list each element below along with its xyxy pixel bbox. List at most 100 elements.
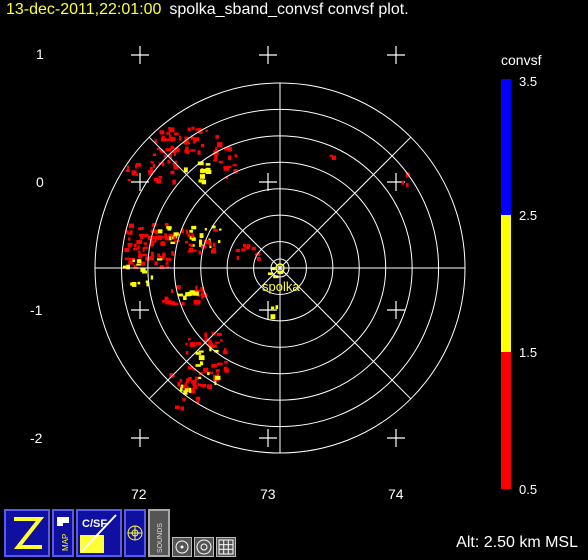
echo-cell <box>205 167 211 173</box>
sounds-button[interactable]: SOUNDS <box>148 509 170 557</box>
echo-cell <box>162 252 166 257</box>
echo-cell <box>207 372 210 376</box>
echo-cell <box>169 134 172 139</box>
echo-cell <box>174 164 179 168</box>
echo-cell <box>187 250 193 253</box>
echo-cell <box>143 246 149 249</box>
echo-cell <box>157 147 161 150</box>
echo-cell <box>167 228 172 231</box>
echo-cell <box>167 159 171 164</box>
echo-cell <box>215 135 220 139</box>
echo-cell <box>188 338 191 341</box>
echo-cell <box>133 264 137 269</box>
echo-cell <box>171 289 173 294</box>
echo-cell <box>216 332 222 337</box>
echo-cell <box>233 169 238 174</box>
grid-button[interactable] <box>216 537 236 557</box>
echo-cell <box>185 378 190 383</box>
echo-cell <box>164 233 167 237</box>
map-icon: MAP <box>57 517 70 551</box>
echo-cell <box>160 137 166 142</box>
echo-cell <box>173 240 180 243</box>
echo-cell <box>170 170 175 175</box>
echo-cell <box>225 176 229 180</box>
echo-cell <box>124 257 131 260</box>
echo-cell <box>187 366 194 370</box>
echo-cell <box>243 244 247 248</box>
echo-cell <box>332 155 336 160</box>
echo-cell <box>179 378 183 383</box>
echo-cell <box>205 129 209 132</box>
echo-cell <box>199 174 205 179</box>
convsf-field-button[interactable]: C/SF <box>76 509 122 557</box>
echo-cell <box>190 135 194 140</box>
echo-cell <box>126 264 130 270</box>
echo-cell <box>180 387 183 392</box>
echo-cell <box>234 154 238 158</box>
echo-cell <box>197 161 204 166</box>
echo-cell <box>214 375 221 380</box>
echo-cell <box>157 253 161 258</box>
echo-cell <box>136 263 141 266</box>
zoom-out-button[interactable] <box>172 537 192 557</box>
radar-site-marker <box>275 263 285 273</box>
echo-cell <box>180 406 184 411</box>
echo-cell <box>166 266 170 269</box>
echo-cell <box>214 349 219 353</box>
echo-cell <box>193 299 200 305</box>
echo-cell <box>160 236 166 239</box>
zebra-logo-button[interactable] <box>4 509 50 557</box>
x-tick-label: 73 <box>260 486 276 502</box>
echo-cell <box>128 223 134 229</box>
echo-cell <box>187 377 192 381</box>
echo-cell <box>157 235 163 241</box>
echo-cell <box>153 177 159 182</box>
echo-cell <box>174 160 177 164</box>
echo-cell <box>197 150 201 155</box>
echo-cell <box>189 290 195 295</box>
echo-cell <box>196 376 202 380</box>
colorbar-tick-label: 1.5 <box>519 345 538 360</box>
echo-cell <box>127 243 133 246</box>
map-button[interactable]: MAP <box>52 509 74 557</box>
echo-cell <box>135 173 138 176</box>
sounds-icon: SOUNDS <box>157 523 164 553</box>
echo-cell <box>208 371 214 374</box>
echo-cell <box>405 183 409 187</box>
echo-cell <box>213 159 217 162</box>
echo-cell <box>160 265 164 269</box>
echo-cell <box>211 225 216 229</box>
echo-cell <box>191 126 195 130</box>
echo-cell <box>223 348 227 351</box>
y-tick-label: -2 <box>30 430 43 446</box>
echo-cell <box>198 350 204 353</box>
echo-cell <box>183 167 188 173</box>
echo-cell <box>173 302 179 306</box>
toolbar: MAP C/SF SOUNDS <box>4 509 236 557</box>
echo-cell <box>224 147 228 151</box>
echo-cell <box>185 342 188 345</box>
echo-cell <box>199 233 204 238</box>
radar-wheel-button[interactable] <box>124 509 146 557</box>
echo-cell <box>227 145 231 149</box>
echo-cell <box>173 132 179 135</box>
echo-cell <box>165 148 172 151</box>
target-button[interactable] <box>194 537 214 557</box>
echo-cell <box>166 223 169 228</box>
echo-cell <box>159 130 165 135</box>
echo-cell <box>184 136 189 142</box>
echo-cell <box>122 265 128 269</box>
echo-cell <box>165 262 169 265</box>
echo-cell <box>141 253 147 257</box>
echo-cell <box>205 163 211 166</box>
echo-cell <box>270 306 275 310</box>
echo-cell <box>170 241 176 244</box>
echo-cell <box>195 128 199 131</box>
map-label: MAP <box>61 534 70 551</box>
echo-cell <box>157 229 163 234</box>
echo-cell <box>138 254 143 259</box>
echo-cell <box>141 270 147 274</box>
echo-cell <box>194 289 200 293</box>
echo-cell <box>212 377 216 381</box>
